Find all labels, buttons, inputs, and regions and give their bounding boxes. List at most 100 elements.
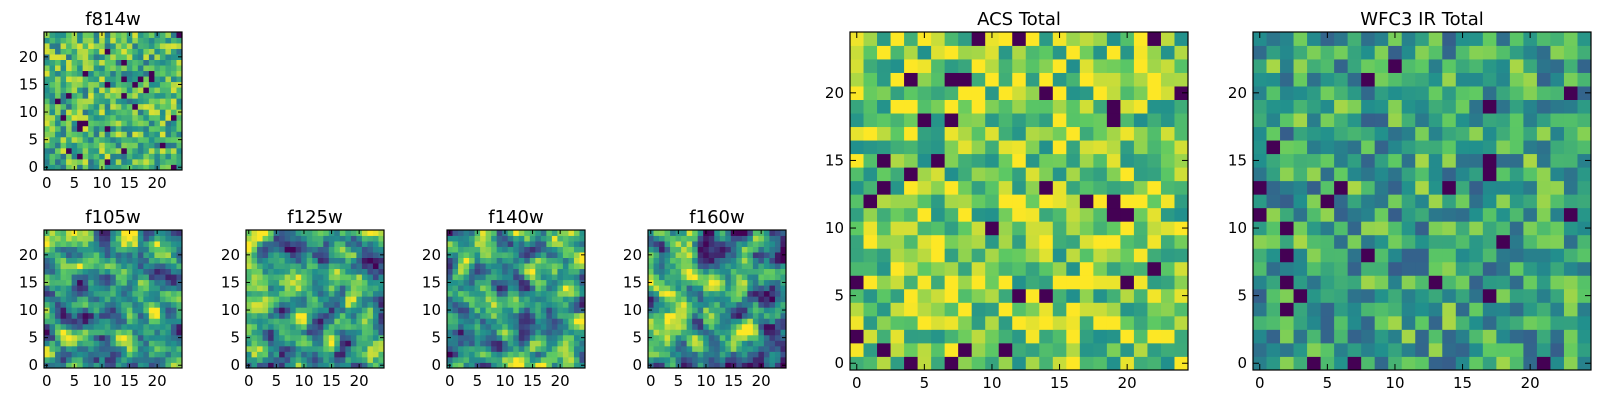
heatmap-pixel [1025, 32, 1040, 46]
heatmap-pixel [653, 340, 660, 347]
heatmap-pixel [513, 285, 520, 292]
heatmap-pixel [529, 241, 536, 247]
heatmap-pixel [295, 345, 302, 352]
heatmap-pixel [1563, 126, 1578, 141]
heatmap-pixel [1401, 32, 1416, 46]
heatmap-pixel [284, 268, 291, 275]
heatmap-pixel [1577, 275, 1592, 290]
heatmap-pixel [1361, 207, 1376, 222]
heatmap-pixel [730, 334, 737, 341]
heatmap-pixel [159, 109, 166, 116]
heatmap-pixel [82, 279, 89, 286]
heatmap-pixel [1106, 302, 1121, 317]
heatmap-pixel [1482, 194, 1497, 209]
heatmap-pixel [1415, 315, 1430, 330]
heatmap-pixel [1509, 194, 1524, 209]
heatmap-pixel [71, 153, 78, 160]
heatmap-pixel [1174, 248, 1189, 263]
heatmap-pixel [917, 59, 932, 73]
heatmap-pixel [1174, 207, 1189, 222]
heatmap-pixel [154, 81, 161, 88]
heatmap-pixel [279, 307, 286, 314]
heatmap-pixel [551, 285, 558, 292]
heatmap-pixel [104, 92, 111, 99]
heatmap-pixel [971, 221, 986, 236]
heatmap-pixel [540, 235, 547, 242]
heatmap-pixel [115, 356, 122, 363]
heatmap-pixel [1388, 248, 1403, 263]
heatmap-pixel [474, 345, 481, 352]
heatmap-pixel [1442, 248, 1457, 263]
heatmap-pixel [659, 279, 665, 286]
heatmap-pixel [551, 230, 558, 236]
heatmap-pixel [44, 120, 50, 127]
heatmap-pixel [998, 356, 1013, 371]
heatmap-pixel [747, 285, 754, 292]
heatmap-pixel [367, 285, 374, 292]
heatmap-pixel [132, 87, 139, 94]
heatmap-pixel [513, 323, 520, 330]
heatmap-pixel [452, 323, 459, 330]
heatmap-pixel [246, 323, 252, 330]
heatmap-pixel [137, 147, 144, 154]
heatmap-pixel [110, 87, 117, 94]
heatmap-pixel [474, 241, 481, 247]
heatmap-pixel [1012, 153, 1027, 168]
heatmap-pixel [148, 290, 155, 297]
heatmap-pixel [165, 246, 172, 253]
heatmap-pixel [1482, 32, 1497, 46]
heatmap-pixel [1079, 153, 1094, 168]
heatmap-pixel [944, 234, 959, 249]
heatmap-pixel [44, 235, 50, 242]
heatmap-pixel [1106, 288, 1121, 303]
heatmap-pixel [1039, 140, 1054, 155]
heatmap-pixel [697, 241, 704, 247]
heatmap-pixel [1374, 315, 1389, 330]
heatmap-pixel [165, 268, 172, 275]
heatmap-pixel [137, 158, 144, 165]
heatmap-pixel [361, 230, 368, 236]
heatmap-pixel [579, 274, 586, 281]
heatmap-pixel [659, 257, 665, 264]
heatmap-pixel [290, 252, 297, 258]
heatmap-pixel [44, 268, 50, 275]
heatmap-pixel [1347, 194, 1362, 209]
heatmap-pixel [77, 362, 84, 369]
heatmap-pixel [334, 362, 341, 369]
heatmap-pixel [49, 257, 56, 264]
heatmap-pixel [1374, 140, 1389, 155]
heatmap-pixel [154, 235, 161, 242]
heatmap-pixel [60, 340, 67, 347]
heatmap-pixel [323, 318, 330, 325]
heatmap-pixel [518, 252, 525, 258]
heatmap-pixel [154, 329, 161, 336]
heatmap-pixel [159, 103, 166, 110]
heatmap-pixel [170, 76, 177, 83]
heatmap-pixel [714, 252, 721, 258]
heatmap-pixel [279, 257, 286, 264]
heatmap-pixel [176, 296, 183, 303]
heatmap-pixel [769, 263, 776, 270]
heatmap-pixel [77, 136, 84, 143]
heatmap-pixel [378, 329, 385, 336]
heatmap-pixel [692, 351, 699, 358]
heatmap-pixel [686, 246, 693, 253]
heatmap-pixel [257, 318, 263, 325]
heatmap-pixel [1280, 207, 1294, 222]
x-tick-label: 10 [294, 372, 313, 390]
heatmap-pixel [708, 334, 715, 341]
heatmap-pixel [49, 246, 56, 253]
heatmap-pixel [93, 158, 100, 165]
heatmap-pixel [1307, 59, 1321, 73]
heatmap-pixel [562, 340, 569, 347]
heatmap-pixel [356, 340, 363, 347]
heatmap-pixel [176, 158, 183, 165]
heatmap-pixel [1320, 234, 1335, 249]
heatmap-pixel [763, 279, 770, 286]
heatmap-pixel [301, 351, 308, 358]
heatmap-pixel [88, 158, 95, 165]
heatmap-pixel [273, 296, 280, 303]
heatmap-pixel [71, 274, 78, 281]
heatmap-pixel [339, 307, 346, 314]
heatmap-pixel [301, 356, 308, 363]
